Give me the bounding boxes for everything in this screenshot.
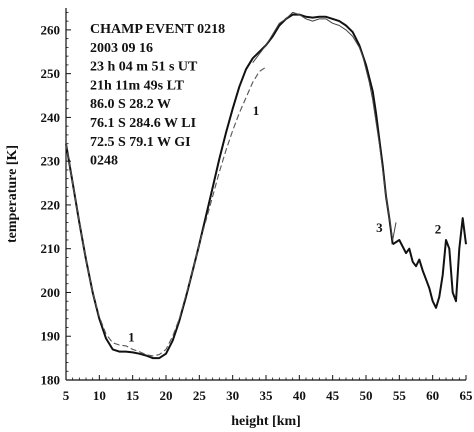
y-tick-label: 190: [41, 329, 61, 344]
series-line-3: [252, 11, 397, 241]
x-axis-label: height [km]: [231, 414, 301, 429]
series-line-4: [392, 217, 467, 309]
y-tick-label: 180: [41, 373, 61, 388]
x-tick-label: 55: [393, 388, 407, 403]
y-tick-label: 220: [41, 197, 61, 212]
y-tick-label: 230: [41, 154, 61, 169]
series-line-2: [65, 66, 267, 357]
curve-label: 2: [435, 221, 442, 236]
x-tick-label: 15: [126, 388, 140, 403]
annotation-line: 23 h 04 m 51 s UT: [90, 60, 198, 75]
annotation-line: 0248: [90, 154, 118, 169]
series-line-1: [65, 13, 394, 360]
annotation-line: 21h 11m 49s LT: [90, 78, 185, 93]
annotation-line: 86.0 S 28.2 W: [90, 97, 171, 112]
x-tick-label: 50: [360, 388, 373, 403]
curve-labels: 1 1 2 3: [128, 103, 441, 344]
x-tick-label: 10: [93, 388, 106, 403]
annotation-box: CHAMP EVENT 0218 2003 09 16 23 h 04 m 51 s…: [90, 22, 225, 169]
annotation-line: 72.5 S 79.1 W GI: [90, 135, 191, 150]
y-ticks: 180 190 200 210 220 230 240 250 260: [41, 11, 71, 388]
x-tick-label: 60: [426, 388, 439, 403]
annotation-line: CHAMP EVENT 0218: [90, 22, 225, 37]
y-tick-label: 250: [41, 66, 61, 81]
y-tick-label: 260: [41, 22, 61, 37]
curve-label: 1: [128, 329, 135, 344]
annotation-line: 76.1 S 284.6 W LI: [90, 116, 196, 131]
series-lines: [65, 11, 467, 360]
y-tick-label: 200: [41, 285, 61, 300]
x-ticks: 5 10 15 20 25 30 35 40 45 50 55 60 65: [63, 375, 473, 403]
x-tick-label: 30: [226, 388, 239, 403]
x-tick-label: 35: [260, 388, 274, 403]
y-axis-label: temperature [K]: [5, 145, 20, 243]
curve-label: 1: [253, 103, 260, 118]
y-tick-label: 210: [41, 241, 61, 256]
annotation-line: 2003 09 16: [90, 41, 153, 56]
curve-label: 3: [376, 220, 383, 235]
x-tick-label: 45: [326, 388, 340, 403]
x-tick-label: 40: [293, 388, 306, 403]
x-tick-label: 5: [63, 388, 70, 403]
x-tick-label: 25: [193, 388, 207, 403]
x-tick-label: 20: [160, 388, 173, 403]
x-tick-label: 65: [460, 388, 474, 403]
y-tick-label: 240: [41, 110, 61, 125]
